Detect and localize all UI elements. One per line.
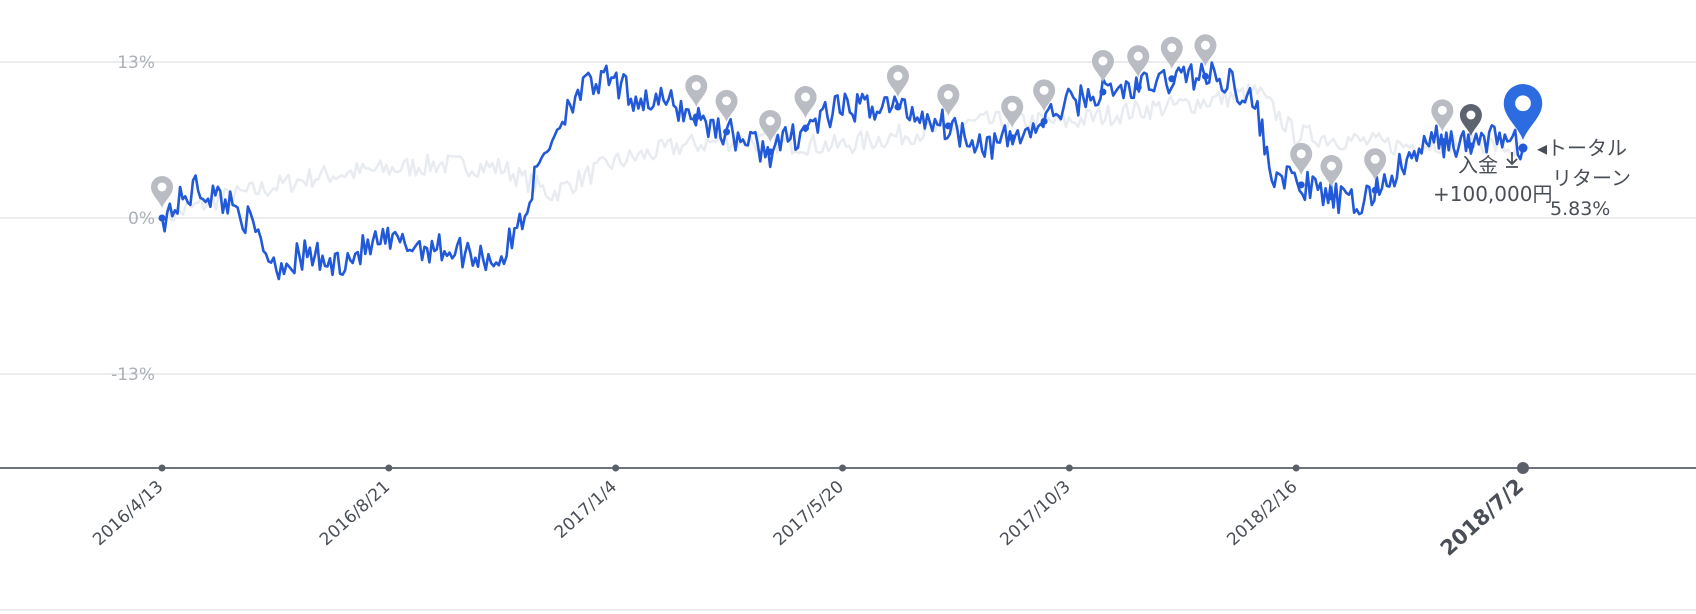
x-tick-label: 2016/4/13 <box>89 477 167 550</box>
event-dot <box>1438 137 1446 145</box>
x-axis: 2016/4/13 2016/8/21 2017/1/4 2017/5/20 2017/… <box>0 462 1696 561</box>
event-pin-icon[interactable] <box>1127 45 1150 78</box>
annotations: 入金 +100,000円 ◂トータル リターン 5.83% <box>1433 136 1631 220</box>
event-pin-icon[interactable] <box>151 176 173 208</box>
event-pin-icon[interactable] <box>886 65 909 97</box>
event-pin-icon[interactable] <box>1459 104 1482 136</box>
benchmark-line <box>160 83 1525 230</box>
event-dot <box>1040 117 1048 125</box>
event-pin-icon[interactable] <box>1431 99 1454 132</box>
total-return-label-2: リターン <box>1552 166 1631 190</box>
x-tick-dot <box>385 464 393 472</box>
event-pin-icon[interactable] <box>759 110 782 142</box>
benchmark-series <box>160 83 1525 230</box>
event-dot <box>1008 134 1016 142</box>
event-dot <box>158 214 166 222</box>
event-pin-icon[interactable] <box>1194 34 1217 67</box>
event-pin-icon[interactable] <box>715 89 738 122</box>
event-dot <box>1371 186 1379 194</box>
event-pin-icon[interactable] <box>1320 155 1343 187</box>
y-tick-label: 0% <box>128 209 155 229</box>
deposit-amount: +100,000円 <box>1433 182 1552 206</box>
current-value-dot <box>1518 143 1528 153</box>
x-tick-label: 2017/1/4 <box>551 477 621 543</box>
event-pin-icon[interactable] <box>1160 36 1183 69</box>
event-pin-icon[interactable] <box>1033 79 1056 112</box>
current-value-pin-icon[interactable] <box>1503 84 1543 141</box>
total-return-label-1: ◂トータル <box>1537 136 1627 160</box>
event-dot <box>894 103 902 111</box>
event-pin-icon[interactable] <box>794 86 817 118</box>
event-dot <box>944 122 952 130</box>
x-tick-label: 2018/7/2 <box>1436 474 1529 561</box>
x-tick-label: 2017/5/20 <box>770 477 848 550</box>
gridlines <box>0 61 1696 611</box>
x-tick-dot <box>158 464 166 472</box>
event-dot <box>692 113 700 121</box>
event-dot <box>802 124 810 132</box>
event-pin-icon[interactable] <box>1091 50 1114 82</box>
x-tick-label: 2018/2/16 <box>1223 477 1301 550</box>
x-tick-dot <box>612 464 620 472</box>
event-pin-icon[interactable] <box>1364 148 1387 181</box>
x-tick-label: 2017/10/3 <box>997 477 1075 550</box>
event-dot <box>1168 75 1176 83</box>
event-dot <box>1467 142 1475 150</box>
deposit-label: 入金 <box>1458 153 1498 177</box>
event-dot <box>1201 72 1209 80</box>
y-tick-label: 13% <box>117 53 155 73</box>
download-tray-icon <box>1506 152 1518 168</box>
x-tick-dot <box>1065 464 1073 472</box>
x-tick-dot <box>839 464 846 472</box>
x-tick-dot <box>1517 462 1529 474</box>
event-pin-icon[interactable] <box>937 83 960 116</box>
event-dot <box>1099 88 1107 96</box>
event-dot <box>1327 193 1335 201</box>
x-tick-dot <box>1292 464 1300 472</box>
portfolio-series <box>160 61 1525 281</box>
y-tick-label: -13% <box>111 365 155 385</box>
event-pin-icon[interactable] <box>685 74 708 107</box>
y-axis-ticks: 13% 0% -13% <box>111 53 155 385</box>
event-markers[interactable] <box>151 34 1543 222</box>
portfolio-line <box>160 61 1525 281</box>
x-tick-label: 2016/8/21 <box>316 477 394 550</box>
event-dot <box>1297 181 1305 189</box>
event-dot <box>1134 83 1142 91</box>
event-dot <box>723 128 731 136</box>
event-pin-icon[interactable] <box>1290 142 1313 175</box>
event-dot <box>766 148 774 156</box>
total-return-value: 5.83% <box>1550 198 1610 220</box>
event-pin-icon[interactable] <box>1001 95 1024 128</box>
